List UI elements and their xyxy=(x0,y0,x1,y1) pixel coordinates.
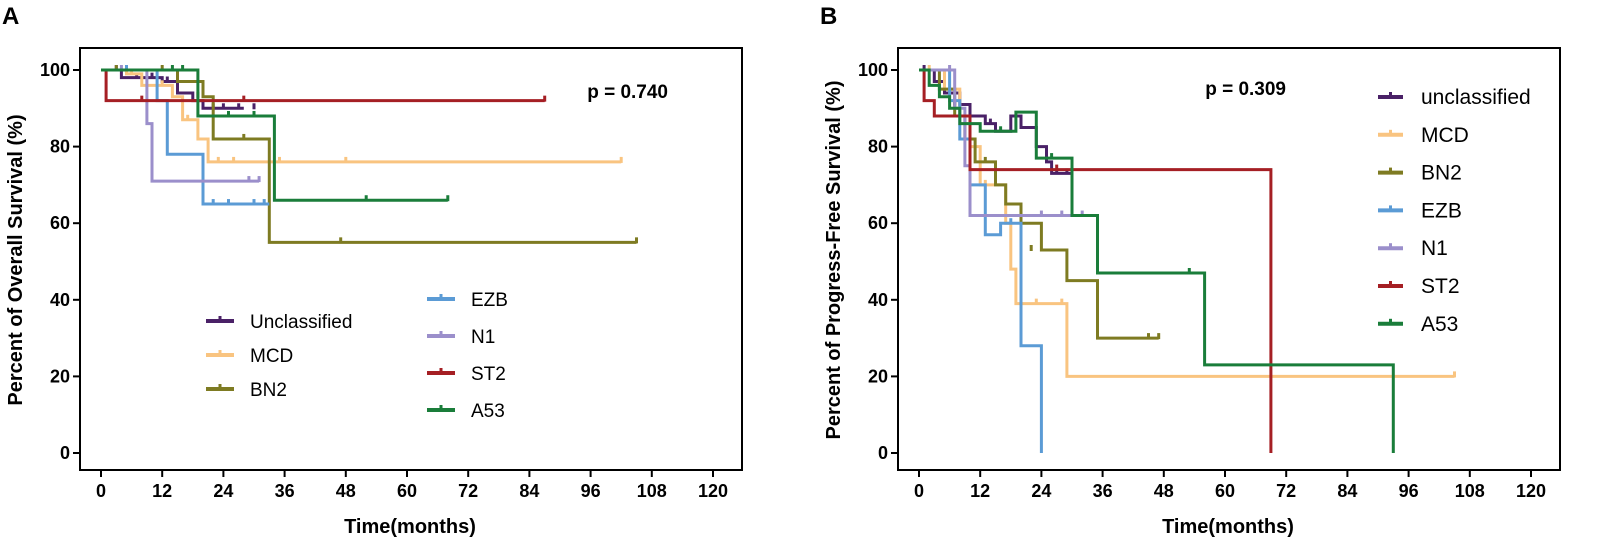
panel-a-frame xyxy=(79,47,743,471)
panel-b-legend-label-unclassified: unclassified xyxy=(1421,86,1531,109)
panel-a-xtick-label-36: 36 xyxy=(275,481,295,501)
panel-b-series-mcd xyxy=(919,65,1456,378)
panel-a-xtick-label-60: 60 xyxy=(397,481,417,501)
panel-b-xtick-label-12: 12 xyxy=(970,481,990,501)
panel-b-xtick-label-84: 84 xyxy=(1337,481,1357,501)
panel-a-xtick-label-84: 84 xyxy=(519,481,539,501)
panel-b-xtick-label-36: 36 xyxy=(1093,481,1113,501)
panel-b-curve-n1 xyxy=(919,68,1083,218)
panel-b-legend-label-st2: ST2 xyxy=(1421,275,1460,298)
panel-a-legend-label-ezb: EZB xyxy=(471,290,508,311)
panel-a-xtick-label-108: 108 xyxy=(637,481,667,501)
panel-a-legend-label-a53: A53 xyxy=(471,401,505,422)
panel-a-ytick-label-100: 100 xyxy=(40,60,70,80)
panel-a-p-value: p = 0.740 xyxy=(587,82,668,103)
panel-a-xtick-label-72: 72 xyxy=(458,481,478,501)
panel-b-curve-unclassified xyxy=(919,68,1072,175)
panel-b-p-value: p = 0.309 xyxy=(1205,79,1286,100)
panel-b-xtick-label-48: 48 xyxy=(1154,481,1174,501)
panel-a-series-a53 xyxy=(101,65,450,202)
panel-a: A 0 12 24 36 48 60 72 84 96 108 120 0 20 40 60 80 100 Time… xyxy=(2,3,743,538)
panel-a-legend-label-st2: ST2 xyxy=(471,364,506,385)
panel-b-xtick-label-72: 72 xyxy=(1276,481,1296,501)
panel-b-curve-bn2 xyxy=(919,68,1159,340)
panel-a-series-mcd xyxy=(101,68,623,164)
panel-b: B 0 12 24 36 48 60 72 84 96 108 120 0 20 40 60 80 100 Time… xyxy=(820,3,1561,538)
panel-b-ytick-label-80: 80 xyxy=(868,137,888,157)
panel-b-curve-a53 xyxy=(919,68,1395,453)
panel-a-curve-n1 xyxy=(101,68,260,183)
panel-a-legend-label-bn2: BN2 xyxy=(250,380,287,401)
panel-b-xtick-label-96: 96 xyxy=(1399,481,1419,501)
panel-a-curve-ezb xyxy=(101,68,270,206)
panel-a-xtick-label-120: 120 xyxy=(698,481,728,501)
panel-a-xtick-label-12: 12 xyxy=(152,481,172,501)
panel-b-legend: unclassified MCD BN2 EZB N1 ST2 A53 xyxy=(1378,86,1531,336)
panel-a-legend-label-unclassified: Unclassified xyxy=(250,312,352,333)
panel-b-frame xyxy=(897,47,1561,471)
panel-a-ylabel: Percent of Overall Survival (%) xyxy=(5,114,27,405)
panel-b-legend-label-mcd: MCD xyxy=(1421,124,1469,147)
panel-a-ytick-label-40: 40 xyxy=(50,290,70,310)
panel-a-curve-mcd xyxy=(101,68,622,164)
panel-b-series-st2 xyxy=(919,68,1273,453)
panel-b-curve-ezb xyxy=(919,68,1043,453)
panel-b-series-n1 xyxy=(919,65,1084,218)
panel-b-curve-mcd xyxy=(919,68,1455,378)
panel-a-ytick-label-0: 0 xyxy=(60,443,70,463)
panel-a-series-ezb xyxy=(101,65,270,206)
panel-b-ytick-label-20: 20 xyxy=(868,366,888,386)
panel-a-xlabel: Time(months) xyxy=(344,516,476,538)
panel-b-xtick-label-60: 60 xyxy=(1215,481,1235,501)
panel-a-legend: Unclassified MCD BN2 EZB N1 ST2 A53 xyxy=(206,290,508,422)
panel-b-xtick-label-120: 120 xyxy=(1516,481,1546,501)
panel-b-xtick-label-24: 24 xyxy=(1031,481,1051,501)
panel-b-ytick-label-0: 0 xyxy=(878,443,888,463)
panel-b-xlabel: Time(months) xyxy=(1162,516,1294,538)
panel-b-curve-st2 xyxy=(919,68,1273,453)
panel-a-letter: A xyxy=(2,3,19,30)
panel-b-letter: B xyxy=(820,3,837,30)
panel-a-legend-label-mcd: MCD xyxy=(250,346,293,367)
panel-a-xtick-label-48: 48 xyxy=(336,481,356,501)
panel-a-ytick-label-60: 60 xyxy=(50,213,70,233)
panel-b-legend-label-ezb: EZB xyxy=(1421,199,1462,222)
panel-b-ytick-label-100: 100 xyxy=(858,60,888,80)
panel-a-ytick-label-80: 80 xyxy=(50,137,70,157)
panel-a-xtick-label-24: 24 xyxy=(213,481,233,501)
panel-b-ytick-label-40: 40 xyxy=(868,290,888,310)
panel-a-ytick-label-20: 20 xyxy=(50,366,70,386)
panel-b-series-ezb xyxy=(919,68,1043,453)
panel-b-series-a53 xyxy=(919,68,1395,453)
panel-b-legend-label-bn2: BN2 xyxy=(1421,162,1462,185)
panel-b-series-bn2 xyxy=(919,68,1161,340)
panel-b-ylabel: Percent of Progress-Free Survival (%) xyxy=(823,80,845,439)
panel-b-ytick-label-60: 60 xyxy=(868,213,888,233)
panel-b-legend-label-n1: N1 xyxy=(1421,237,1448,260)
panel-a-legend-label-n1: N1 xyxy=(471,327,495,348)
panel-b-xtick-label-0: 0 xyxy=(914,481,924,501)
panel-a-xtick-label-96: 96 xyxy=(581,481,601,501)
panel-a-xtick-label-0: 0 xyxy=(96,481,106,501)
panel-b-xtick-label-108: 108 xyxy=(1455,481,1485,501)
panel-b-legend-label-a53: A53 xyxy=(1421,313,1458,336)
